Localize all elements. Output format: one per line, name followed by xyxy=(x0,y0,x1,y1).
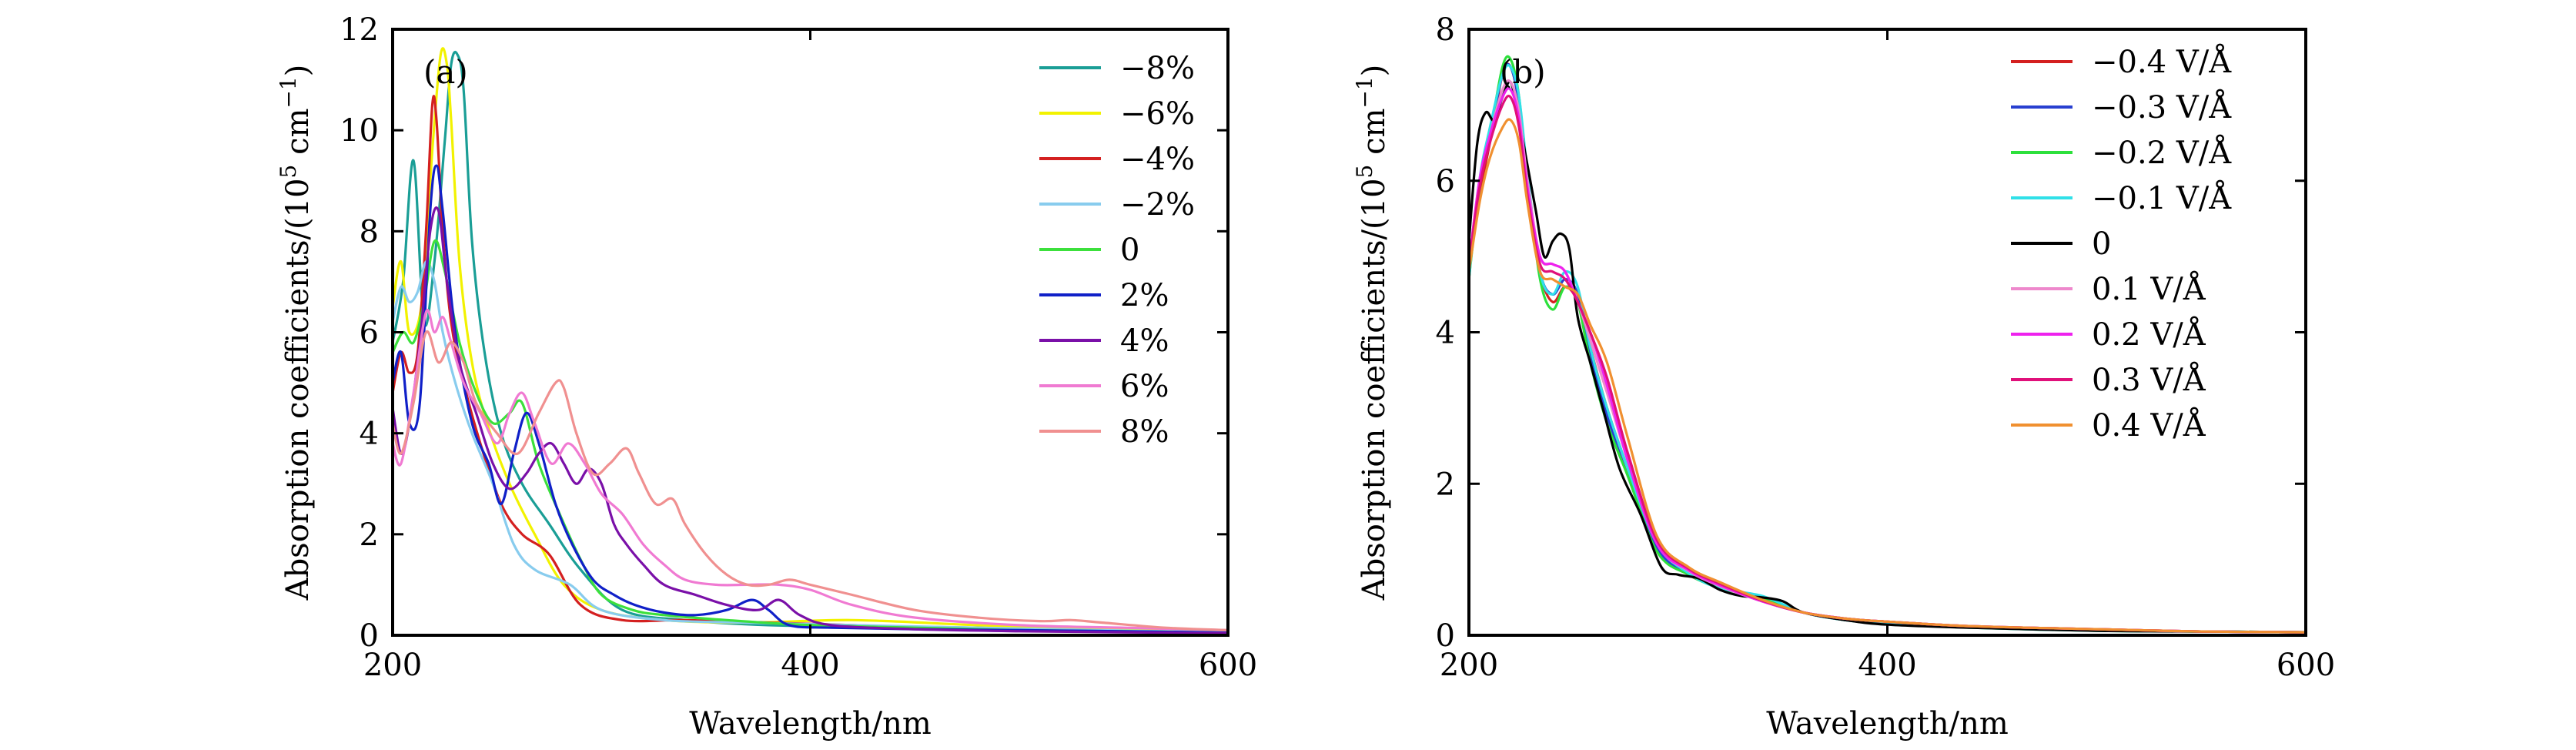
panel-a-ylabel-end: ) xyxy=(280,65,316,77)
panel-a-y-tick-label: 4 xyxy=(360,417,379,452)
panel-b-x-axis-label: Wavelength/nm xyxy=(1766,706,2009,742)
panel-b-ylabel-sup2: −1 xyxy=(1352,76,1377,108)
panel-a-legend-label-7: 6% xyxy=(1120,369,1169,404)
panel-b-y-tick-label: 2 xyxy=(1436,467,1455,502)
chart-panel-b: 200 400 600 0 2 4 6 8 (b) Wavelength/nm Absorpt… xyxy=(1352,12,2335,742)
panel-b-ticks: 200 400 600 0 2 4 6 8 xyxy=(1436,12,2336,683)
panel-a-legend-label-1: −6% xyxy=(1120,96,1195,132)
panel-b-legend-label-5: 0.1 V/Å xyxy=(2092,271,2206,307)
panel-a-legend: −8% −6% −4% −2% 0 2% 4% 6% 8% xyxy=(1039,51,1195,450)
panel-a-x-tick-label: 200 xyxy=(363,648,422,683)
panel-a-plot-frame xyxy=(391,28,1229,637)
panel-b-legend-label-4: 0 xyxy=(2092,226,2111,262)
panel-a-series-line-1 xyxy=(393,47,1228,634)
panel-b-series-line-8 xyxy=(1469,118,2306,634)
panel-b-legend-label-2: −0.2 V/Å xyxy=(2092,135,2232,171)
panel-a-y-tick-label: 6 xyxy=(360,316,379,351)
panel-b-legend: −0.4 V/Å −0.3 V/Å −0.2 V/Å −0.1 V/Å 0 0.1 V/Å… xyxy=(2011,44,2232,444)
panel-a-legend-label-5: 2% xyxy=(1120,278,1169,313)
chart-panel-a: 200 400 600 0 2 4 6 8 10 12 (a) Wavelength/nm Abs… xyxy=(276,12,1257,742)
panel-a-legend-label-3: −2% xyxy=(1120,187,1195,223)
panel-b-ylabel-end: ) xyxy=(1357,65,1392,77)
panel-a-series-line-7 xyxy=(393,308,1228,631)
panel-a-x-tick-label: 400 xyxy=(781,648,839,683)
panel-a-legend-label-6: 4% xyxy=(1120,323,1169,359)
panel-b-y-tick-label: 4 xyxy=(1436,316,1455,351)
panel-b-x-tick-label: 400 xyxy=(1858,648,1916,683)
panel-b-ylabel-mid: cm xyxy=(1357,109,1392,165)
panel-b-y-tick-label: 0 xyxy=(1436,618,1455,654)
panel-b-legend-label-0: −0.4 V/Å xyxy=(2092,44,2232,80)
panel-a-series-line-3 xyxy=(393,259,1228,634)
panel-b-y-axis-label: Absorption coefficients/(105 cm−1) xyxy=(1352,65,1392,601)
panel-a-label: (a) xyxy=(423,53,468,91)
panel-a-ticks: 200 400 600 0 2 4 6 8 10 12 xyxy=(340,12,1257,683)
panel-a-y-tick-label: 10 xyxy=(340,113,379,149)
panel-a-series-line-8 xyxy=(393,330,1228,631)
panel-b-x-tick-label: 200 xyxy=(1440,648,1498,683)
panel-a-series-line-0 xyxy=(393,51,1228,634)
panel-a-y-tick-label: 8 xyxy=(360,214,379,249)
panel-a-ylabel-mid: cm xyxy=(280,109,316,165)
panel-b-legend-label-6: 0.2 V/Å xyxy=(2092,316,2206,353)
panel-b-ylabel-main: Absorption coefficients/(10 xyxy=(1357,178,1392,601)
panel-b-ylabel-sup1: 5 xyxy=(1352,165,1377,179)
panel-b-legend-label-1: −0.3 V/Å xyxy=(2092,89,2232,126)
panel-b-y-tick-label: 6 xyxy=(1436,164,1455,199)
panel-a-ylabel-sup1: 5 xyxy=(276,165,301,179)
panel-a-x-tick-label: 600 xyxy=(1199,648,1257,683)
panel-a-ylabel-main: Absorption coefficients/(10 xyxy=(280,178,316,601)
panel-a-y-tick-label: 2 xyxy=(360,517,379,553)
panel-a-curves xyxy=(393,47,1228,634)
panel-b-y-tick-label: 8 xyxy=(1436,12,1455,48)
panel-b-legend-label-7: 0.3 V/Å xyxy=(2092,362,2206,398)
panel-a-series-line-5 xyxy=(393,164,1228,634)
panel-a-x-axis-label: Wavelength/nm xyxy=(689,706,932,742)
panel-a-series-line-6 xyxy=(393,206,1228,634)
panel-a-legend-label-4: 0 xyxy=(1120,233,1139,268)
panel-a-y-tick-label: 12 xyxy=(340,12,379,48)
panel-b-label: (b) xyxy=(1500,53,1546,91)
panel-a-legend-label-8: 8% xyxy=(1120,414,1169,450)
panel-b-legend-label-8: 0.4 V/Å xyxy=(2092,407,2206,444)
panel-a-y-axis-label: Absorption coefficients/(105 cm−1) xyxy=(276,65,316,601)
panel-b-curves xyxy=(1469,55,2306,634)
panel-a-legend-label-2: −4% xyxy=(1120,142,1195,177)
panel-b-legend-label-3: −0.1 V/Å xyxy=(2092,180,2232,216)
panel-a-y-tick-label: 0 xyxy=(360,618,379,654)
panel-a-legend-label-0: −8% xyxy=(1120,51,1195,86)
panel-b-x-tick-label: 600 xyxy=(2277,648,2335,683)
panel-a-ylabel-sup2: −1 xyxy=(276,76,301,108)
